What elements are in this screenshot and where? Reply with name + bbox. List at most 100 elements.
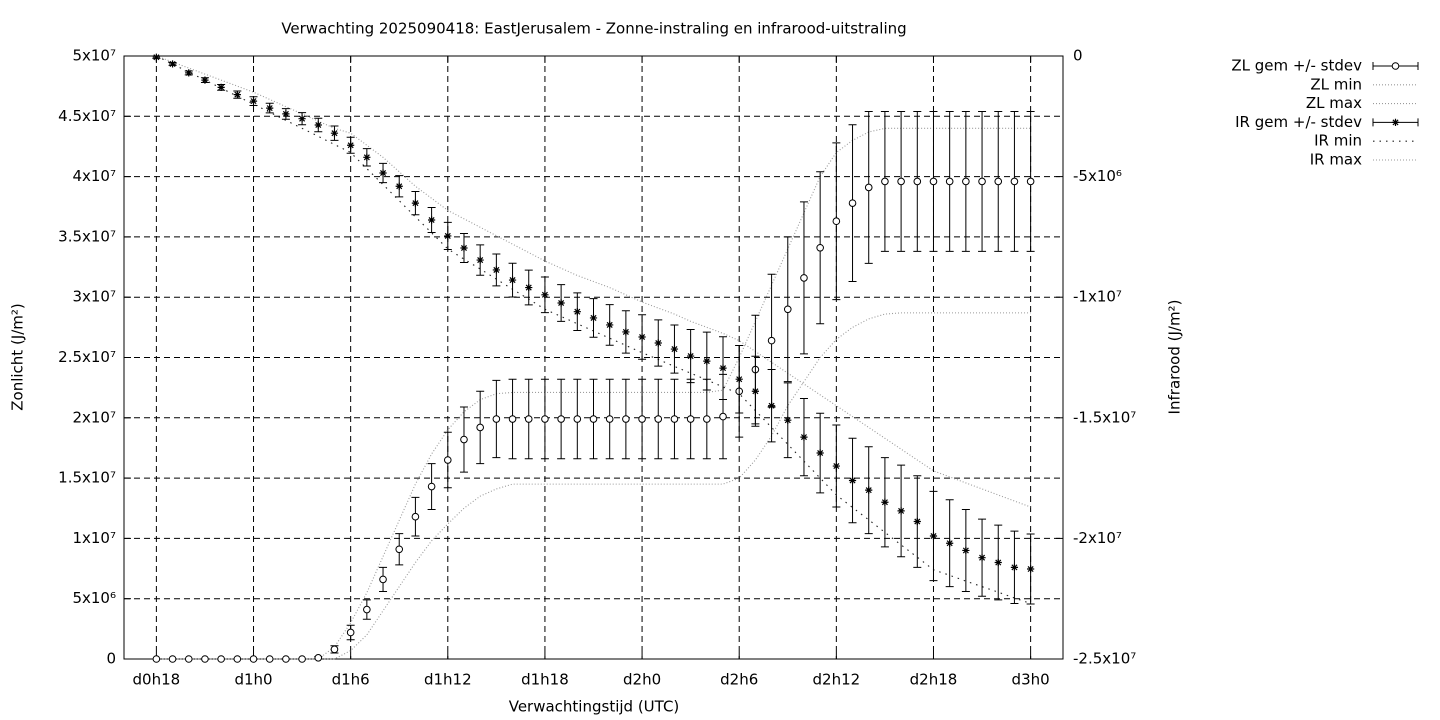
point [379,169,387,177]
point [978,554,986,562]
point [816,449,824,457]
point [719,364,727,372]
point [282,110,290,118]
point [492,415,501,423]
point [800,433,808,441]
point [168,655,177,663]
point [541,291,549,299]
point [411,199,420,207]
point [864,183,873,192]
point [298,655,306,663]
point [363,605,371,614]
point [573,415,582,423]
point [217,83,225,91]
point [589,314,598,322]
point [994,177,1003,186]
y-tick-label: 1.5x10⁷ [58,469,116,487]
point [638,415,646,423]
point [897,507,905,515]
point [557,415,565,423]
y-tick-label: 3x10⁷ [72,288,116,306]
legend-label: IR max [1310,151,1362,169]
point [395,182,403,190]
point [443,456,452,464]
point [929,532,938,540]
point [168,60,177,68]
point [444,232,452,240]
point [330,129,339,137]
legend-label: ZL min [1310,75,1362,93]
point [735,375,743,383]
point [508,415,517,423]
x-tick-label: d2h18 [910,671,958,689]
point [654,415,663,423]
point [201,76,209,84]
point [945,177,954,186]
point [217,655,225,663]
x-tick-label: d1h0 [234,671,272,689]
point [881,498,889,506]
point [784,416,792,424]
point [152,655,161,663]
point [994,558,1002,567]
point [913,517,921,526]
point [687,352,695,360]
y-tick-label: 3.5x10⁷ [58,227,116,245]
point [946,539,954,547]
point [832,217,841,226]
y-tick-label: 5x10⁶ [72,589,116,607]
point [298,115,306,123]
legend-label: IR gem +/- stdev [1235,113,1362,131]
point [800,274,808,282]
point [525,283,533,292]
point [978,177,986,186]
point [1026,177,1035,186]
point [719,412,727,421]
x-axis-label: Verwachtingstijd (UTC) [509,698,680,716]
point [379,575,387,584]
point [913,177,922,186]
point [1027,565,1035,573]
point [233,655,242,663]
x-tick-label: d0h18 [133,671,181,689]
x-tick-label: d2h6 [720,671,758,689]
point [346,628,355,637]
point [1010,563,1019,571]
point [783,305,792,314]
point [249,97,258,105]
legend-label: IR min [1314,132,1362,150]
y-tick-label: 4x10⁷ [72,167,116,185]
point [476,423,484,432]
point [460,244,468,252]
point [185,69,193,77]
point [184,655,193,663]
point [201,655,209,663]
point [428,216,436,224]
point [703,357,711,365]
y2-tick-label: -1.5x10⁷ [1073,408,1136,426]
point [476,256,484,264]
x-tick-label: d2h12 [813,671,861,689]
point [557,299,565,307]
y2-tick-label: -2x10⁷ [1073,529,1122,547]
y-tick-label: 0 [106,650,116,668]
y2-tick-label: -5x10⁶ [1073,167,1122,185]
point [508,276,517,284]
point [703,415,711,423]
point [460,435,468,444]
point [282,655,290,663]
point [249,655,258,663]
point [751,387,759,395]
x-tick-label: d1h6 [332,671,370,689]
point [605,415,614,423]
point [638,333,646,341]
point [314,653,323,662]
legend-marker [1391,118,1400,126]
legend-label: ZL gem +/- stdev [1231,57,1362,75]
point [832,462,840,470]
point [524,415,533,423]
point [541,415,549,423]
